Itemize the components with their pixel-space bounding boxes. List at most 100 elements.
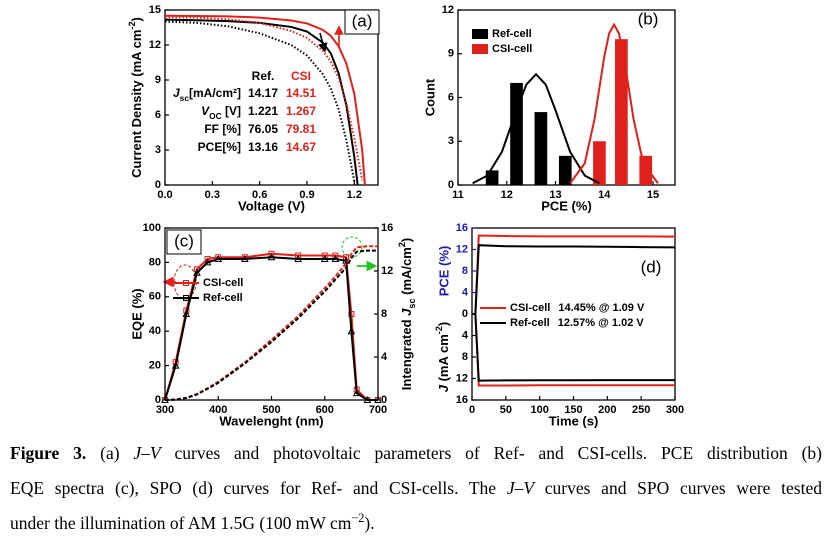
- y-tick-label: 100: [143, 222, 161, 234]
- series-marker: [331, 254, 340, 262]
- y-tick-label: 0: [448, 179, 454, 191]
- bar: [615, 39, 628, 185]
- caption-text: J–V: [133, 443, 161, 463]
- bar: [639, 155, 653, 185]
- legend-name: Ref-cell: [510, 317, 550, 329]
- x-tick-label: 300: [666, 404, 684, 416]
- legend-marker: [183, 295, 189, 301]
- caption-text: Figure 3.: [10, 443, 87, 463]
- y-tick-label: 9: [155, 74, 161, 86]
- table-row-label-part: J: [173, 86, 180, 100]
- x-tick-label: 700: [369, 404, 387, 416]
- series-marker: [352, 389, 361, 397]
- y2-tick-label: 8: [381, 308, 387, 320]
- y-axis-label-part: -2: [127, 21, 137, 29]
- y-tick-label: 0: [155, 179, 161, 191]
- table-row-label: Jsc[mA/cm²]: [173, 86, 241, 103]
- series-line: [164, 14, 366, 186]
- table-header: CSI: [291, 69, 311, 83]
- y-tick-label: 12: [149, 39, 161, 51]
- figure: 0.0 0.3 0.6 0.9 1.2 0 3 6 9 12 15 Voltage (V) Curren…: [127, 4, 684, 429]
- bar: [558, 155, 572, 185]
- y-tick-label: 3: [155, 144, 161, 156]
- x-tick-label: 500: [262, 404, 280, 416]
- series-marker: [374, 395, 382, 403]
- x-tick-label: 0.9: [299, 189, 314, 201]
- x-tick-label: 150: [564, 404, 582, 416]
- legend-label: Ref-cell: [203, 292, 243, 304]
- caption-line: Figure 3. (a) J–V curves and photovoltai…: [10, 436, 822, 471]
- y-axis-label-part: Current Density (mA cm: [129, 30, 144, 178]
- caption-text: J–V: [506, 478, 535, 498]
- caption-line: under the illumination of AM 1.5G (100 m…: [10, 506, 822, 537]
- table-cell: 14.17: [248, 86, 278, 100]
- y2-axis-label-part: J: [436, 384, 451, 392]
- x-tick-label: 11: [452, 189, 464, 201]
- y-axis-label: Current Density (mA cm-2): [127, 17, 144, 178]
- bar: [534, 112, 548, 185]
- y2-tick-label: 12: [381, 265, 393, 277]
- table-row-label: VOC [V]: [201, 104, 241, 121]
- series-marker: [171, 361, 180, 369]
- y-tick-label: 8: [462, 265, 468, 277]
- series-line: [164, 20, 356, 182]
- legend-marker: [183, 280, 189, 286]
- y2-tick-label: 16: [381, 222, 393, 234]
- x-tick-label: 250: [632, 404, 650, 416]
- y2-axis-label-part: (mA cm: [436, 334, 451, 385]
- y-tick-label: 12: [456, 243, 468, 255]
- y2-tick-label: 0: [381, 394, 387, 406]
- y2-axis-label: J (mA cm-2): [434, 322, 451, 392]
- legend-label: CSI-cell: [492, 43, 532, 55]
- legend-swatch: [472, 44, 488, 54]
- x-tick-label: 14: [598, 189, 611, 201]
- series-line: [472, 313, 675, 382]
- y-axis-label-part: ): [129, 17, 144, 21]
- x-tick-label: 1.2: [347, 189, 362, 201]
- x-tick-label: 200: [598, 404, 616, 416]
- y-tick-label: 6: [155, 109, 161, 121]
- y-tick-label: 6: [448, 91, 454, 103]
- table-row-label-part: OC: [209, 111, 222, 121]
- table-row-label-part: PCE[%]: [198, 140, 241, 154]
- x-tick-label: 600: [316, 404, 334, 416]
- y-tick-label: 40: [149, 325, 161, 337]
- table-header: Ref.: [252, 69, 275, 83]
- y2-axis-label-part: -2: [434, 326, 444, 334]
- y2-axis-label-part: ): [436, 322, 451, 326]
- table-cell: 1.221: [248, 104, 278, 118]
- legend-label: CSI-cell: [203, 277, 243, 289]
- legend-label: Ref-cell 12.57% @ 1.02 V: [510, 317, 644, 329]
- y-tick-label: 0: [462, 308, 468, 320]
- caption-text: curves and SPO curves were tested: [534, 478, 822, 498]
- panel-label: (d): [641, 257, 662, 276]
- y-tick-label: 4: [462, 286, 469, 298]
- x-tick-label: 300: [156, 404, 174, 416]
- y2-tick-label: 4: [381, 351, 388, 363]
- caption-text: curves and photovoltaic parameters of Re…: [160, 443, 822, 463]
- series-marker: [320, 254, 329, 262]
- bar: [510, 82, 523, 185]
- y2-tick-label: 12: [456, 372, 468, 384]
- table-cell: 79.81: [286, 122, 316, 136]
- y-tick-label: 3: [448, 135, 454, 147]
- bar: [485, 170, 499, 185]
- table-cell: 14.51: [286, 86, 316, 100]
- series-marker: [347, 327, 356, 335]
- caption-text: ).: [364, 513, 375, 533]
- panel-label: (c): [174, 231, 194, 250]
- panel-label-box: [344, 9, 380, 35]
- series-marker: [348, 311, 355, 317]
- y2-axis-label-part: J: [399, 308, 414, 316]
- series-line: [164, 256, 378, 401]
- series-marker: [203, 258, 212, 266]
- y2-axis-label-part: (mA/cm: [399, 247, 414, 298]
- x-tick-label: 13: [549, 189, 561, 201]
- legend-value: 12.57% @ 1.02 V: [558, 317, 645, 329]
- y-axis-label: Count: [422, 78, 437, 116]
- panel-label-box: [166, 229, 202, 255]
- x-tick-label: 15: [647, 189, 659, 201]
- x-axis-label: Time (s): [549, 413, 599, 428]
- table-row-label: FF [%]: [204, 122, 241, 136]
- series-marker: [294, 254, 302, 262]
